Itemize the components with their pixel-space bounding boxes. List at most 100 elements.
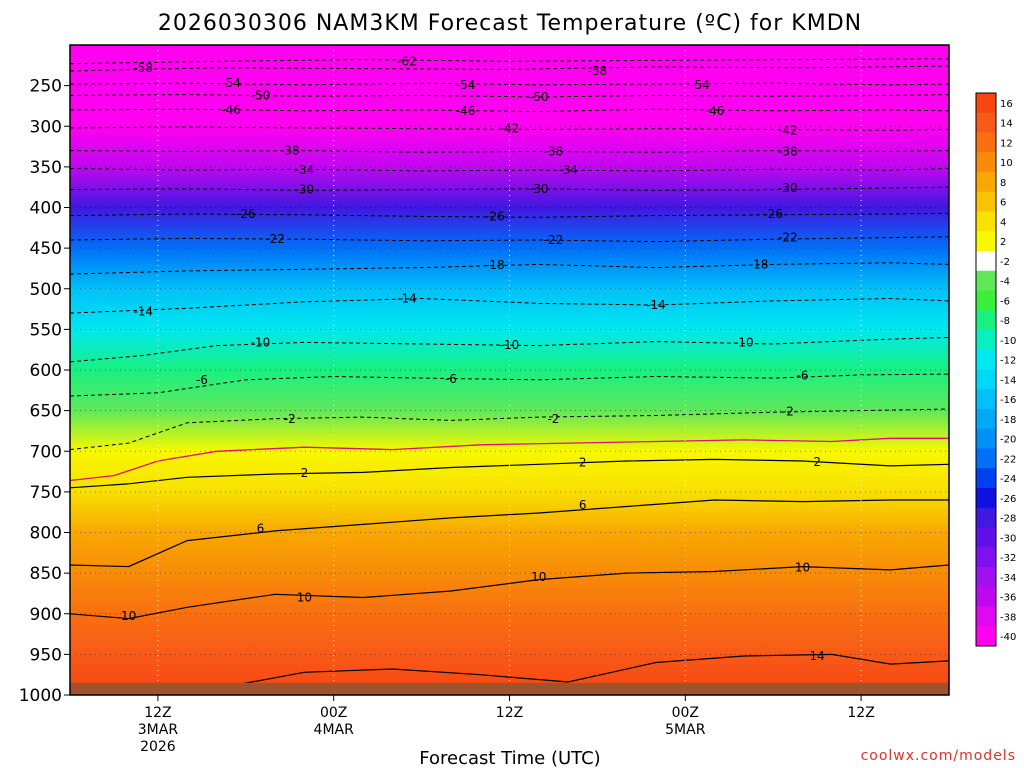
- colorbar-label: -32: [1000, 553, 1016, 564]
- contour-label: 6: [579, 498, 587, 512]
- colorbar-swatch: [976, 409, 996, 430]
- colorbar-label: -28: [1000, 514, 1016, 525]
- colorbar-label: 2: [1000, 237, 1006, 248]
- contour-label: -10: [251, 335, 271, 349]
- x-axis-label: Forecast Time (UTC): [419, 748, 600, 768]
- contour-line-minus-54: [70, 82, 949, 86]
- contour-label: -62: [397, 54, 417, 68]
- colorbar-label: -36: [1000, 593, 1016, 604]
- contour-line-minus-46: [70, 108, 949, 113]
- pressure-tick-label: 1000: [19, 686, 62, 706]
- contour-label: -46: [456, 104, 476, 118]
- contour-label: -50: [529, 90, 549, 104]
- colorbar-swatch: [976, 132, 996, 153]
- contour-label: -26: [236, 207, 256, 221]
- colorbar-swatch: [976, 211, 996, 232]
- contour-label: -22: [544, 233, 564, 247]
- contour-label: -14: [646, 298, 666, 312]
- colorbar-swatch: [976, 349, 996, 370]
- colorbar-label: -24: [1000, 474, 1016, 485]
- contour-line-minus-18: [70, 262, 949, 275]
- contour-label: -38: [280, 144, 300, 158]
- contour-label: -2: [782, 404, 794, 418]
- contour-label: -34: [295, 163, 315, 177]
- ground-surface: [70, 682, 949, 695]
- contour-label: -10: [500, 338, 520, 352]
- pressure-tick-label: 500: [30, 280, 62, 300]
- colorbar-label: -30: [1000, 533, 1016, 544]
- contour-label: -50: [251, 88, 271, 102]
- grid-layer: [70, 45, 949, 695]
- contour-line-10: [70, 564, 949, 620]
- contour-line-minus-30: [70, 186, 949, 191]
- time-tick-label: 12Z: [144, 705, 171, 721]
- time-tick-label: 3MAR: [138, 722, 179, 738]
- colorbar-swatch: [976, 389, 996, 410]
- contour-label: 2: [813, 455, 821, 469]
- pressure-tick-label: 900: [30, 605, 62, 625]
- colorbar-swatch: [976, 448, 996, 469]
- colorbar-label: 12: [1000, 138, 1013, 149]
- colorbar-label: -8: [1000, 316, 1010, 327]
- contour-label: -54: [690, 78, 710, 92]
- contour-label: 2: [301, 466, 309, 480]
- contour-line-minus-26: [70, 212, 949, 218]
- contour-label: -42: [778, 123, 798, 137]
- pressure-tick-label: 650: [30, 402, 62, 422]
- contour-label: -6: [196, 373, 208, 387]
- contour-label: -18: [749, 257, 769, 271]
- colorbar-swatch: [976, 251, 996, 272]
- contour-label: -54: [456, 78, 476, 92]
- contour-label: 6: [257, 521, 265, 535]
- pressure-axis: 250 300 350 400 450 500 550 600 650 700 750 800 850 9…: [19, 77, 70, 706]
- time-tick-label: 12Z: [847, 705, 874, 721]
- contour-line-minus-38: [70, 150, 949, 153]
- contour-label: 10: [531, 570, 546, 584]
- contour-label: -34: [558, 163, 578, 177]
- pressure-tick-label: 850: [30, 564, 62, 584]
- colorbar-swatch: [976, 507, 996, 528]
- pressure-tick-label: 250: [30, 77, 62, 97]
- contour-label-layer: -58 -62-58-54 -54 -54-50 -50-46 -46 -46-42 -42-…: [121, 54, 825, 663]
- contour-label: -58: [133, 61, 153, 75]
- contour-label: -30: [295, 183, 315, 197]
- colorbar-swatch: [976, 93, 996, 114]
- colorbar-label: -40: [1000, 632, 1016, 643]
- contour-layer: [70, 58, 949, 690]
- colorbar-label: -26: [1000, 494, 1016, 505]
- pressure-tick-label: 600: [30, 361, 62, 381]
- contour-label: -26: [763, 207, 783, 221]
- contour-label: -54: [221, 76, 241, 90]
- contour-label: -14: [397, 292, 417, 306]
- contour-line-minus-2: [70, 408, 949, 451]
- colorbar-label: -14: [1000, 375, 1016, 386]
- contour-label: 10: [795, 560, 810, 574]
- colorbar-swatch: [976, 152, 996, 173]
- colorbar: 16 14 12 10 8 6 4 2 -2 -4 -6 -8 -10 -12 -14 -16 -18 -20 -2…: [975, 92, 1016, 647]
- colorbar-swatch: [976, 468, 996, 489]
- colorbar-frame: [975, 92, 997, 647]
- contour-line-minus-50: [70, 94, 949, 98]
- contour-line-minus-34: [70, 168, 949, 172]
- colorbar-swatch: [976, 369, 996, 390]
- pressure-tick-label: 550: [30, 320, 62, 340]
- colorbar-swatch: [976, 547, 996, 568]
- contour-label: -2: [284, 412, 296, 426]
- contour-label: -6: [445, 372, 457, 386]
- colorbar-swatch: [976, 527, 996, 548]
- colorbar-label: -2: [1000, 257, 1010, 268]
- contour-line-minus-14: [70, 297, 949, 314]
- contour-label: -2: [547, 412, 559, 426]
- colorbar-label: -20: [1000, 435, 1016, 446]
- contour-line-minus-42: [70, 126, 949, 131]
- pressure-tick-label: 750: [30, 483, 62, 503]
- time-tick-label: 4MAR: [314, 722, 355, 738]
- pressure-tick-label: 700: [30, 442, 62, 462]
- contour-label: -22: [778, 231, 798, 245]
- contour-label: -42: [500, 122, 520, 136]
- pressure-tick-label: 300: [30, 117, 62, 137]
- contour-label: -58: [588, 64, 608, 78]
- plot-area: -58 -62-58-54 -54 -54-50 -50-46 -46 -46-42 -42-…: [70, 45, 949, 695]
- colorbar-label: 10: [1000, 158, 1013, 169]
